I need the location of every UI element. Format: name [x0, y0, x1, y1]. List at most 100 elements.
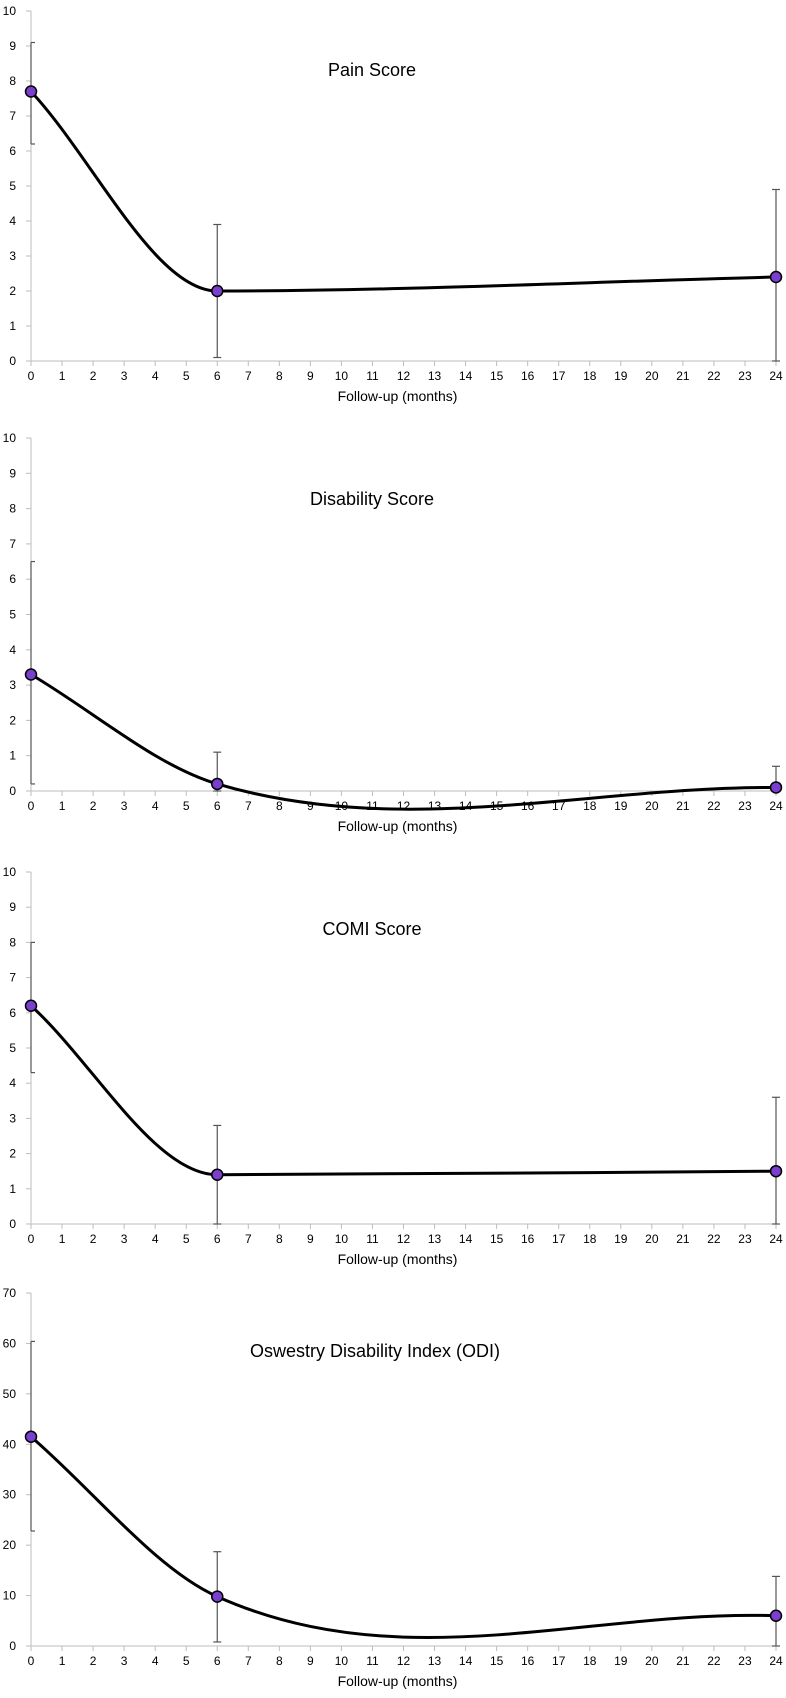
- x-tick-label: 7: [245, 1232, 252, 1246]
- x-tick-label: 24: [769, 1654, 783, 1668]
- y-tick-label: 10: [3, 1589, 17, 1603]
- x-tick-label: 16: [521, 1654, 535, 1668]
- x-tick-label: 10: [335, 1654, 349, 1668]
- y-tick-label: 10: [3, 865, 17, 879]
- x-tick-label: 4: [152, 1654, 159, 1668]
- data-point: [24, 1430, 38, 1443]
- y-tick-label: 7: [9, 971, 16, 985]
- x-tick-label: 12: [397, 1654, 411, 1668]
- y-tick-label: 7: [9, 537, 16, 551]
- x-tick-label: 22: [707, 1654, 721, 1668]
- x-tick-label: 11: [366, 1232, 379, 1246]
- data-point: [24, 668, 38, 681]
- x-tick-label: 15: [490, 1232, 504, 1246]
- x-tick-label: 18: [583, 799, 597, 813]
- series-line: [29, 90, 777, 293]
- y-tick-label: 8: [9, 935, 16, 949]
- x-tick-label: 21: [676, 1232, 690, 1246]
- x-tick-label: 24: [769, 1232, 783, 1246]
- x-tick-label: 18: [583, 369, 597, 383]
- x-tick-label: 23: [738, 369, 752, 383]
- x-tick-label: 1: [59, 1232, 66, 1246]
- y-tick-label: 8: [9, 74, 16, 88]
- data-point: [769, 781, 783, 794]
- x-axis-title: Follow-up (months): [338, 818, 458, 834]
- x-tick-label: 16: [521, 799, 535, 813]
- y-tick-label: 3: [9, 1111, 16, 1125]
- x-tick-label: 9: [307, 1654, 314, 1668]
- x-tick-label: 8: [276, 369, 283, 383]
- x-tick-label: 2: [90, 1232, 97, 1246]
- x-tick-label: 20: [645, 369, 659, 383]
- x-tick-label: 14: [459, 1654, 473, 1668]
- y-tick-label: 0: [9, 354, 16, 368]
- y-tick-label: 70: [3, 1286, 17, 1300]
- y-tick-label: 3: [9, 678, 16, 692]
- data-point: [211, 1168, 224, 1181]
- y-tick-label: 1: [9, 1182, 16, 1196]
- chart-title: Disability Score: [310, 489, 434, 509]
- y-tick-label: 2: [9, 1147, 16, 1161]
- chart-title: COMI Score: [322, 919, 421, 939]
- x-tick-label: 17: [552, 369, 566, 383]
- data-point: [24, 999, 38, 1013]
- y-tick-label: 6: [9, 144, 16, 158]
- x-tick-label: 2: [90, 369, 97, 383]
- x-tick-label: 17: [552, 1232, 566, 1246]
- x-tick-label: 11: [366, 799, 379, 813]
- data-point: [24, 85, 38, 98]
- x-tick-label: 18: [583, 1232, 597, 1246]
- x-tick-label: 4: [152, 369, 159, 383]
- y-tick-label: 4: [9, 214, 16, 228]
- x-tick-label: 21: [676, 1654, 690, 1668]
- y-tick-label: 6: [9, 572, 16, 586]
- x-tick-label: 0: [28, 1232, 35, 1246]
- x-tick-label: 7: [245, 799, 252, 813]
- y-tick-label: 1: [9, 319, 16, 333]
- x-tick-label: 9: [307, 799, 314, 813]
- x-tick-label: 7: [245, 369, 252, 383]
- x-tick-label: 16: [521, 369, 535, 383]
- x-tick-label: 8: [276, 799, 283, 813]
- data-point: [211, 1590, 224, 1603]
- x-tick-label: 8: [276, 1232, 283, 1246]
- x-tick-label: 5: [183, 1232, 190, 1246]
- series-line: [29, 1004, 777, 1177]
- x-tick-label: 0: [28, 1654, 35, 1668]
- data-point: [211, 284, 224, 298]
- x-tick-label: 19: [614, 369, 628, 383]
- y-tick-label: 2: [9, 284, 16, 298]
- x-tick-label: 13: [428, 1232, 442, 1246]
- x-tick-label: 12: [397, 799, 411, 813]
- x-tick-label: 13: [428, 1654, 442, 1668]
- x-tick-label: 24: [769, 369, 783, 383]
- x-tick-label: 23: [738, 1232, 752, 1246]
- y-tick-label: 5: [9, 608, 16, 622]
- y-tick-label: 9: [9, 39, 16, 53]
- x-axis-title: Follow-up (months): [338, 388, 458, 404]
- x-tick-label: 0: [28, 799, 35, 813]
- x-tick-label: 21: [676, 799, 690, 813]
- chart-title: Oswestry Disability Index (ODI): [250, 1341, 500, 1361]
- x-tick-label: 22: [707, 369, 721, 383]
- y-tick-label: 5: [9, 179, 16, 193]
- x-tick-label: 1: [59, 799, 66, 813]
- y-tick-label: 0: [9, 1639, 16, 1653]
- x-tick-label: 0: [28, 369, 35, 383]
- x-tick-label: 6: [214, 369, 221, 383]
- x-tick-label: 6: [214, 1654, 221, 1668]
- y-tick-label: 60: [3, 1336, 17, 1350]
- x-tick-label: 7: [245, 1654, 252, 1668]
- x-tick-label: 14: [459, 369, 473, 383]
- x-tick-label: 13: [428, 369, 442, 383]
- x-tick-label: 14: [459, 799, 473, 813]
- y-tick-label: 9: [9, 900, 16, 914]
- y-tick-label: 6: [9, 1006, 16, 1020]
- x-tick-label: 20: [645, 799, 659, 813]
- x-tick-label: 10: [335, 1232, 349, 1246]
- x-tick-label: 3: [121, 369, 128, 383]
- y-tick-label: 40: [3, 1437, 17, 1451]
